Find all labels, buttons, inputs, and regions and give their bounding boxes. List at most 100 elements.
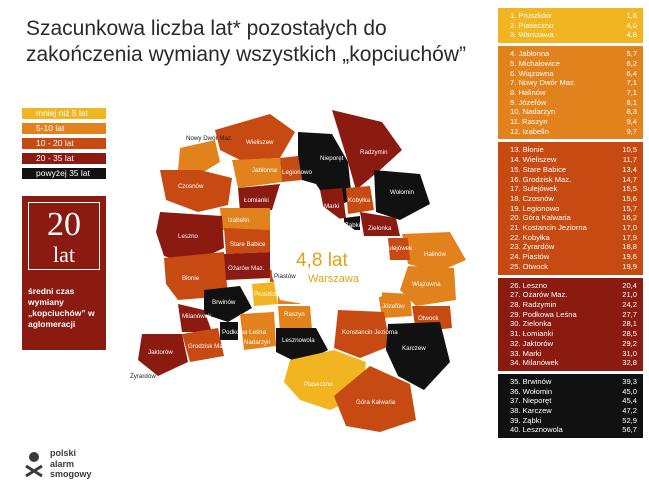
- label-zabki: Ząbki: [345, 222, 360, 229]
- region-sulejowek: [388, 238, 410, 260]
- region-ozarow: [224, 252, 270, 280]
- ranking-row: 32. Jaktorów 29,2: [510, 339, 637, 349]
- ranking-row: 4. Jabłonna 5,7: [510, 49, 637, 59]
- label-pruszkow: Pruszków: [254, 291, 281, 298]
- region-warszawa: [270, 204, 382, 308]
- label-jozefow: Józefów: [382, 303, 405, 310]
- ranking-row: 5. Michałowice 6,2: [510, 59, 637, 69]
- ranking-name: 6. Wiązowna: [510, 68, 554, 78]
- ranking-row: 12. Izabelin 9,7: [510, 127, 637, 137]
- ranking-name: 7. Nowy Dwór Maz.: [510, 78, 576, 88]
- logo-line: alarm: [50, 458, 75, 469]
- ranking-row: 11. Raszyn 9,4: [510, 117, 637, 127]
- region-brwinow: [204, 286, 252, 322]
- label-piaseczno: Piaseczno: [304, 381, 333, 388]
- ranking-name: 3. Warszawa: [510, 30, 554, 40]
- ranking-name: 36. Wołomin: [510, 386, 553, 396]
- region-radzymin: [332, 110, 402, 190]
- ranking-name: 32. Jaktorów: [510, 338, 554, 348]
- legend-item: mniej niż 5 lat: [22, 108, 106, 119]
- region-gora-kalwaria: [334, 366, 416, 432]
- map-svg: 4,8 lat Warszawa Nowy Dwór Maz. Wielisze…: [130, 110, 466, 432]
- ranking-name: 27. Ożarów Maz.: [510, 290, 568, 300]
- ranking-row: 9. Józefów 8,1: [510, 98, 637, 108]
- legend: mniej niż 5 lat 5-10 lat 10 - 20 lat 20 …: [22, 108, 106, 183]
- label-marki: Marki: [324, 203, 339, 210]
- ranking-value: 15,7: [622, 203, 637, 213]
- ranking-group: 1. Pruszków 1,6 2. Piaseczno 4,0 3. Warszawa…: [498, 8, 643, 44]
- warszawa-name: Warszawa: [308, 273, 360, 285]
- ranking-value: 8,3: [626, 107, 637, 117]
- label-legionowo: Legionowo: [282, 169, 312, 176]
- ranking-value: 11,7: [622, 155, 637, 165]
- ranking-row: 31. Łomianki 28,5: [510, 329, 637, 339]
- region-raszyn: [278, 306, 312, 332]
- ranking-value: 45,0: [622, 386, 637, 396]
- label-grodzisk: Grodzisk Maz.: [188, 343, 228, 350]
- label-lesznowola: Lesznowola: [282, 337, 315, 344]
- label-nowy-dwor: Nowy Dwór Maz.: [186, 135, 233, 142]
- label-piastow: Piastów: [274, 273, 296, 280]
- label-michalowice: Michałowice: [276, 291, 310, 298]
- region-jaktorow: [138, 334, 188, 376]
- label-jablonna: Jabłonna: [252, 167, 278, 174]
- label-wiazowna: Wiązowna: [412, 281, 441, 288]
- ranking-name: 28. Radzymin: [510, 299, 557, 309]
- region-wolomin: [374, 170, 430, 220]
- label-podkowa: Podkowa Leśna: [222, 329, 267, 336]
- ranking-row: 39. Ząbki 52,9: [510, 416, 637, 426]
- ranking-value: 17,0: [622, 223, 637, 233]
- ranking-group: 13. Błonie 10,5 14. Wieliszew 11,7 15. Stare…: [498, 142, 643, 275]
- ranking-name: 11. Raszyn: [510, 117, 548, 127]
- ranking-name: 23. Żyrardów: [510, 242, 555, 252]
- ranking-row: 22. Kobyłka 17,9: [510, 233, 637, 243]
- ranking-value: 1,6: [626, 11, 637, 20]
- ranking-row: 21. Kostancin Jeziorna 17,0: [510, 223, 637, 233]
- ranking-value: 24,2: [622, 299, 637, 309]
- label-ozarow: Ożarów Maz.: [228, 265, 265, 272]
- label-lomianki: Łomianki: [244, 197, 269, 204]
- ranking-name: 9. Józefów: [510, 97, 547, 107]
- ranking-row: 37. Nieporęt 45,4: [510, 396, 637, 406]
- label-izabelin: Izabelin: [228, 217, 250, 224]
- label-wolomin: Wołomin: [390, 189, 415, 196]
- region-map: 4,8 lat Warszawa Nowy Dwór Maz. Wielisze…: [120, 100, 480, 480]
- ranking-table: 1. Pruszków 1,6 2. Piaseczno 4,0 3. Warszawa…: [498, 8, 643, 441]
- ranking-row: 19. Legionowo 15,7: [510, 204, 637, 214]
- region-milanowek: [178, 304, 212, 332]
- ranking-name: 2. Piaseczno: [510, 20, 554, 30]
- logo-text: polski alarm smogowy: [50, 448, 92, 480]
- ranking-value: 7,1: [626, 78, 637, 88]
- ranking-value: 56,7: [622, 425, 637, 435]
- legend-item: powyżej 35 lat: [22, 168, 106, 179]
- ranking-name: 30. Zielonka: [510, 319, 552, 329]
- ranking-name: 22. Kobyłka: [510, 232, 550, 242]
- ranking-value: 19,6: [622, 252, 637, 262]
- ranking-name: 26. Leszno: [510, 280, 548, 290]
- ranking-value: 20,4: [622, 280, 637, 290]
- region-lomianki: [238, 184, 280, 212]
- ranking-name: 8. Halinów: [510, 87, 546, 97]
- label-konstancin: Konstancin Jeziorna: [342, 329, 398, 336]
- ranking-value: 7,1: [626, 87, 637, 97]
- ranking-name: 40. Lesznowola: [510, 425, 563, 435]
- ranking-row: 16. Grodzisk Maz. 14,7: [510, 175, 637, 185]
- ranking-value: 17,9: [622, 232, 637, 242]
- ranking-value: 15,6: [622, 193, 637, 203]
- average-time-unit: lat: [53, 242, 75, 267]
- ranking-value: 28,5: [622, 329, 637, 339]
- region-wieliszew: [215, 114, 295, 160]
- region-halinow: [402, 232, 466, 272]
- label-radzymin: Radzymin: [360, 149, 388, 156]
- ranking-name: 25. Otwock: [510, 261, 548, 271]
- ranking-row: 17. Sulejówek 15,5: [510, 184, 637, 194]
- region-konstancin: [334, 310, 390, 358]
- ranking-value: 45,4: [622, 396, 637, 406]
- ranking-row: 40. Lesznowola 56,7: [510, 425, 637, 435]
- ranking-name: 39. Ząbki: [510, 415, 542, 425]
- ranking-value: 5,7: [626, 49, 637, 59]
- legend-item: 10 - 20 lat: [22, 138, 106, 149]
- region-jozefow: [378, 292, 412, 318]
- legend-item: 20 - 35 lat: [22, 153, 106, 164]
- ranking-value: 52,9: [622, 415, 637, 425]
